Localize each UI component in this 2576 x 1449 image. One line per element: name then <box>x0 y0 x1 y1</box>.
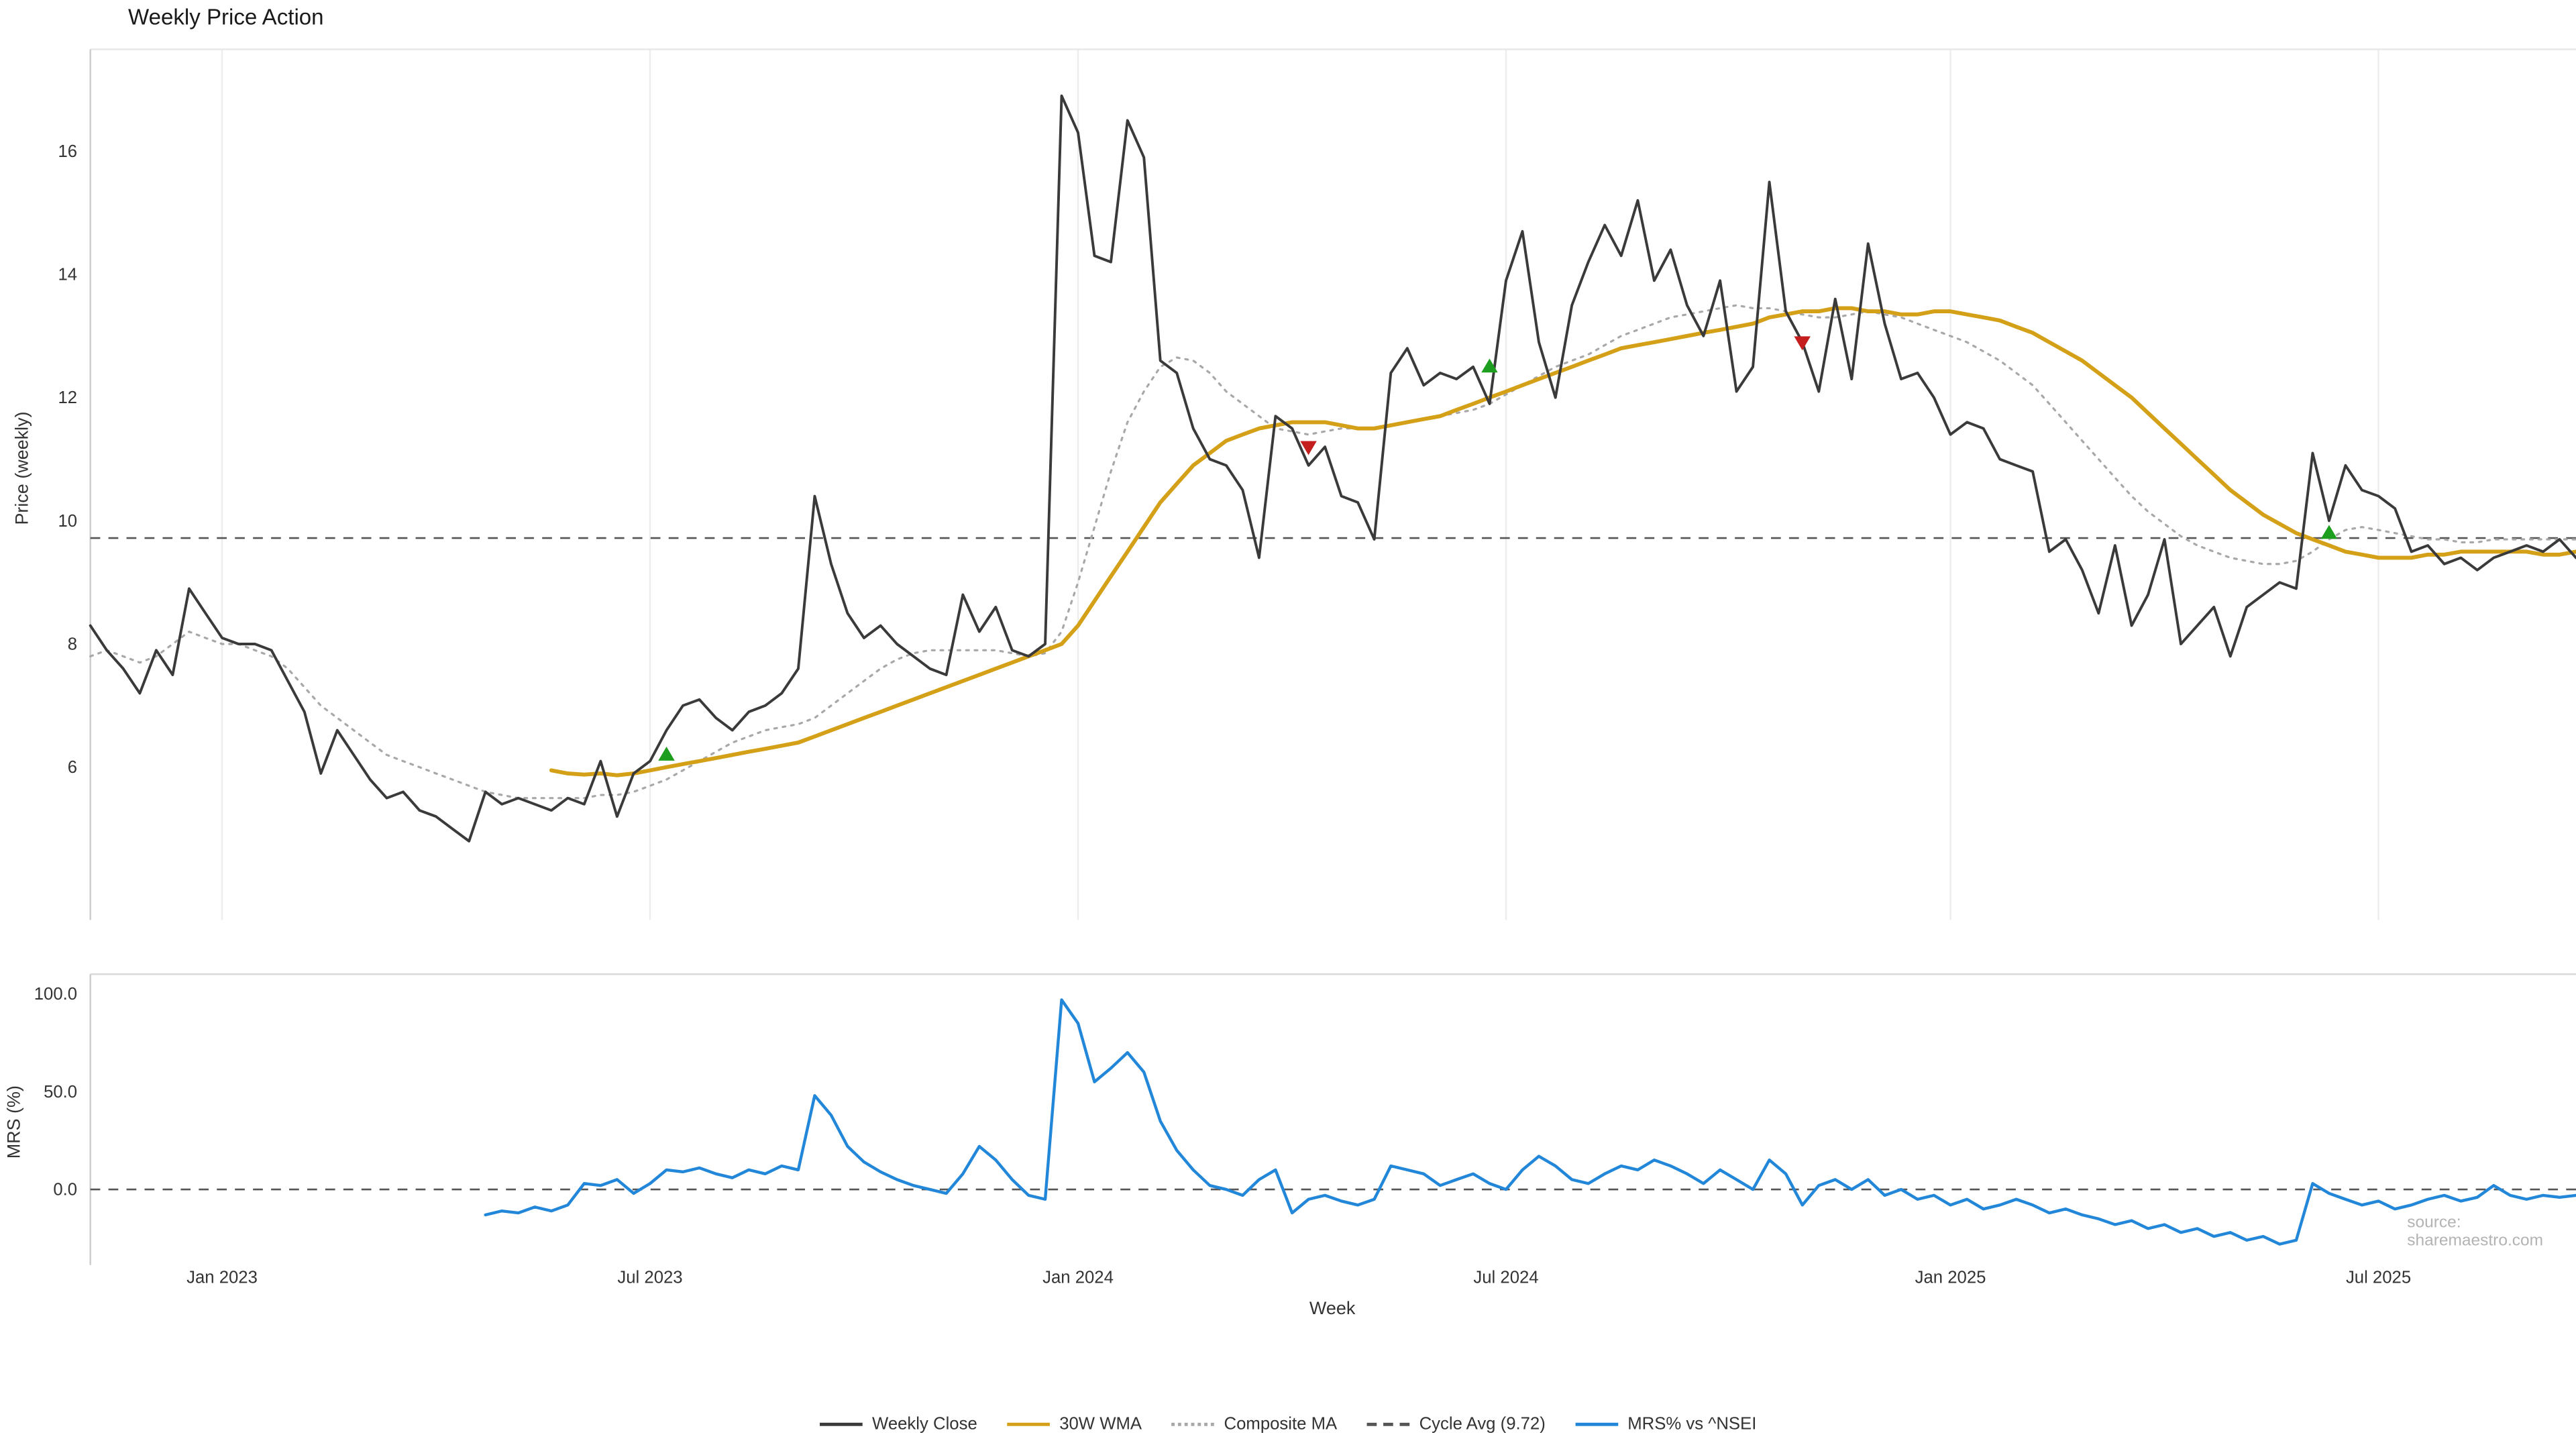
series-30w-wma <box>549 306 2576 777</box>
mrs-y-tick-label: 100.0 <box>34 985 77 1004</box>
x-axis-label: Week <box>1309 1299 1356 1320</box>
legend-label: MRS% vs ^NSEI <box>1627 1414 1757 1434</box>
mrs-line-swatch <box>1574 1422 1618 1426</box>
weekly-close-line-swatch <box>819 1422 863 1426</box>
wma-line-swatch <box>1006 1422 1050 1426</box>
x-tick-label: Jul 2025 <box>2346 1269 2411 1287</box>
legend-item-weekly-close: Weekly Close <box>819 1414 977 1434</box>
price-y-tick-label: 12 <box>58 388 78 407</box>
legend-label: Composite MA <box>1224 1414 1338 1434</box>
legend-label: Weekly Close <box>872 1414 977 1434</box>
source-credit: source: sharemaestro.com <box>2407 1214 2544 1250</box>
chart-legend: Weekly Close 30W WMA Composite MA Cycle … <box>0 1415 2576 1434</box>
buy-signal-marker <box>2320 525 2338 539</box>
mrs-axis-label: MRS (%) <box>5 1085 25 1159</box>
legend-item-composite-ma: Composite MA <box>1171 1415 1337 1434</box>
series-weekly-close <box>89 94 2576 843</box>
price-y-tick-label: 10 <box>58 512 78 531</box>
cycle-avg-line-swatch <box>1366 1422 1409 1426</box>
legend-item-cycle-avg: Cycle Avg (9.72) <box>1366 1415 1546 1434</box>
price-y-tick-label: 16 <box>58 142 78 161</box>
x-tick-label: Jan 2024 <box>1042 1269 1114 1287</box>
price-y-tick-label: 8 <box>68 635 77 654</box>
legend-label: 30W WMA <box>1059 1414 1142 1434</box>
mrs-y-tick-label: 50.0 <box>44 1083 77 1102</box>
composite-ma-line-swatch <box>1171 1422 1214 1426</box>
sell-signal-marker <box>1794 336 1811 351</box>
series-mrs-vs-nsei <box>484 998 2576 1246</box>
legend-label: Cycle Avg (9.72) <box>1419 1414 1546 1434</box>
series-composite-ma <box>89 304 2576 800</box>
legend-item-30w-wma: 30W WMA <box>1006 1414 1142 1434</box>
buy-signal-marker <box>1481 358 1498 373</box>
x-tick-label: Jan 2025 <box>1915 1269 1986 1287</box>
chart-title: Weekly Price Action <box>128 5 324 30</box>
mrs-y-tick-label: 0.0 <box>53 1181 77 1199</box>
x-tick-label: Jul 2023 <box>617 1269 682 1287</box>
x-tick-label: Jul 2024 <box>1473 1269 1538 1287</box>
buy-signal-marker <box>658 747 675 761</box>
x-tick-label: Jan 2023 <box>186 1269 258 1287</box>
price-axis-label: Price (weekly) <box>13 411 33 525</box>
price-y-tick-label: 6 <box>68 758 77 777</box>
price-y-tick-label: 14 <box>58 266 78 284</box>
legend-item-mrs: MRS% vs ^NSEI <box>1574 1414 1757 1434</box>
sell-signal-marker <box>1300 441 1317 455</box>
